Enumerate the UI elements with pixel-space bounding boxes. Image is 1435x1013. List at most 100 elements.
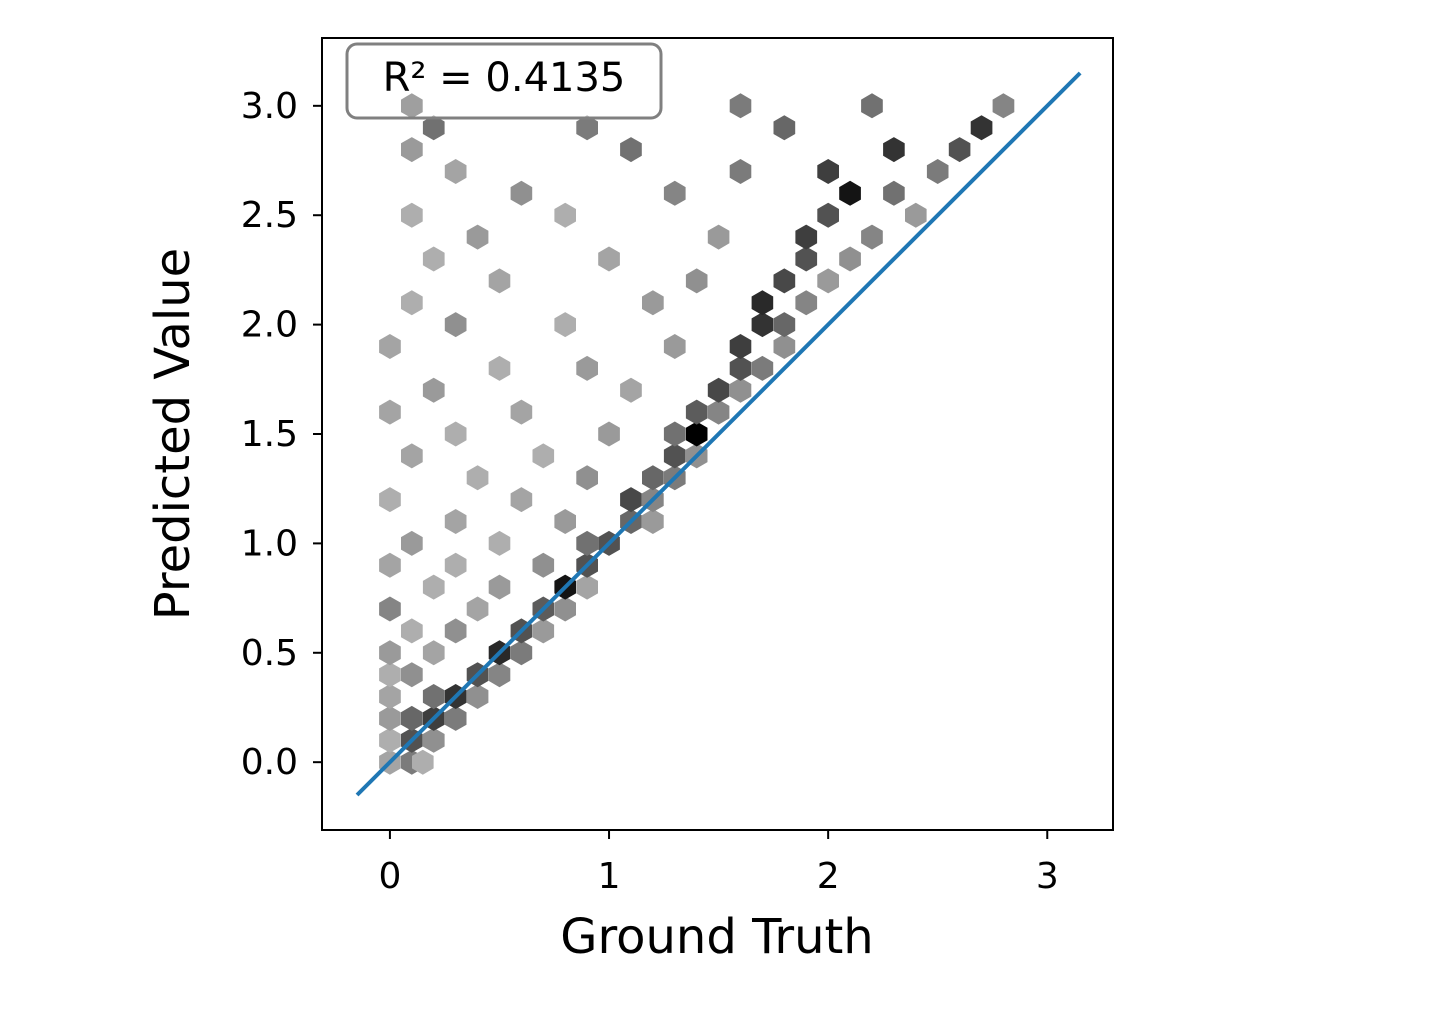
hexbin-cell [401,443,423,469]
x-axis-label: Ground Truth [560,909,873,965]
hexbin-cell [554,202,576,228]
x-tick-label: 1 [598,856,621,897]
hexbin-cell [861,93,883,119]
hexbin-cell [422,727,445,753]
annotation-box [345,42,663,120]
hexbin-cell [751,355,774,381]
hexbin-cell [795,224,818,250]
hexbin-cell [379,552,401,578]
hexbin-cell [510,640,533,666]
hexbin-cell [401,618,423,644]
hexbin-cell [620,377,642,403]
hexbin-cell [642,509,664,534]
hexbin-cell [379,684,401,709]
hexbin-cell [795,290,818,316]
hexbin-cell [422,115,445,141]
hexbin-cell [795,246,818,272]
hexbin-cell [685,268,708,294]
hexbin-cell [422,684,445,709]
hexbin-cell [510,487,533,513]
hexbin-cell [379,640,401,666]
hexbin-cell [532,443,555,469]
hexbin-cell [510,180,533,206]
hexbin-cell [663,421,686,447]
x-tick-label: 2 [817,856,840,897]
annotation: R² = 0.4135 [383,55,626,101]
hexbin-cell [401,530,423,556]
y-tick-label: 1.0 [241,523,298,564]
hexbin-cell [401,202,423,228]
hexbin-cell [379,487,401,513]
hexbin-cell [883,180,905,206]
hexbin-cell [729,159,752,184]
hexbin-cell [685,399,708,425]
hexbin-cell [839,180,861,206]
hexbin-cell [379,662,401,688]
hexbin-cell [620,137,642,163]
hexbin-cell [576,530,598,556]
x-tick-label: 0 [378,856,401,897]
hexbin-cell [422,377,445,403]
fit-line [355,71,1082,797]
hexbin-cell [751,312,774,338]
hexbin-cell [707,399,730,425]
hexbin-cell [444,509,467,534]
y-tick-label: 2.0 [241,305,298,346]
hexbin-cell [576,465,598,491]
hexbin-cell [510,399,533,425]
hexbin-cell [883,137,905,163]
hexbin-cell [554,509,576,534]
hexbin-cell [817,268,839,294]
y-tick-label: 3.0 [241,86,298,127]
hexbin-cell [444,312,467,338]
hexbin-cell [532,618,555,644]
hexbin-cell [948,137,971,163]
hexbin-cell [422,246,445,272]
hexbin-cell [663,443,686,469]
hexbin-cell [729,93,752,119]
hexbin-cell [379,705,401,731]
hexbin-cell [412,749,434,775]
hexbin-cell [970,115,993,141]
hexbin-cell [379,399,401,425]
hexbin-cell [488,355,511,381]
hexbin-cell [466,224,489,250]
hexbin-cell [685,421,708,447]
hexbin-cell [444,159,467,184]
hexbin-cell [729,377,752,403]
hexbin-cell [488,662,511,688]
x-tick-label: 3 [1036,856,1059,897]
hexbin-cell [466,596,489,622]
y-tick-label: 0.5 [241,633,298,674]
hexbin-cell [488,574,511,600]
y-tick-label: 0.0 [241,742,298,783]
hexbin-cell [839,246,861,272]
hexbin-cell [422,574,445,600]
hexbin-cell [773,115,796,141]
hexbin-cell [379,334,401,359]
hexbin-cell [488,268,511,294]
hexbin-cell [707,377,730,403]
hexbin-cell [444,421,467,447]
y-tick-label: 2.5 [241,195,298,236]
hexbin-cell [554,596,576,622]
hexbin-cell [751,290,774,316]
hexbin-cell [401,137,423,163]
hexbin-cell [466,465,489,491]
hexbin-cell [926,159,949,184]
hexbin-cell [401,662,423,688]
hexbin-cell [379,596,401,622]
hexbin-cell [444,705,467,731]
hexbin-cell [444,618,467,644]
hexbin-cell [773,334,796,359]
hexbin-cell [488,530,511,556]
hexbin-cell [532,552,555,578]
hexbin-cell [576,355,598,381]
hexbin-cell [598,421,620,447]
hexbin-cell [620,487,642,513]
y-axis-label: Predicted Value [145,248,201,620]
hexbin-cell [554,312,576,338]
hexbin-cell [598,246,620,272]
hexbin-cell [379,727,401,753]
